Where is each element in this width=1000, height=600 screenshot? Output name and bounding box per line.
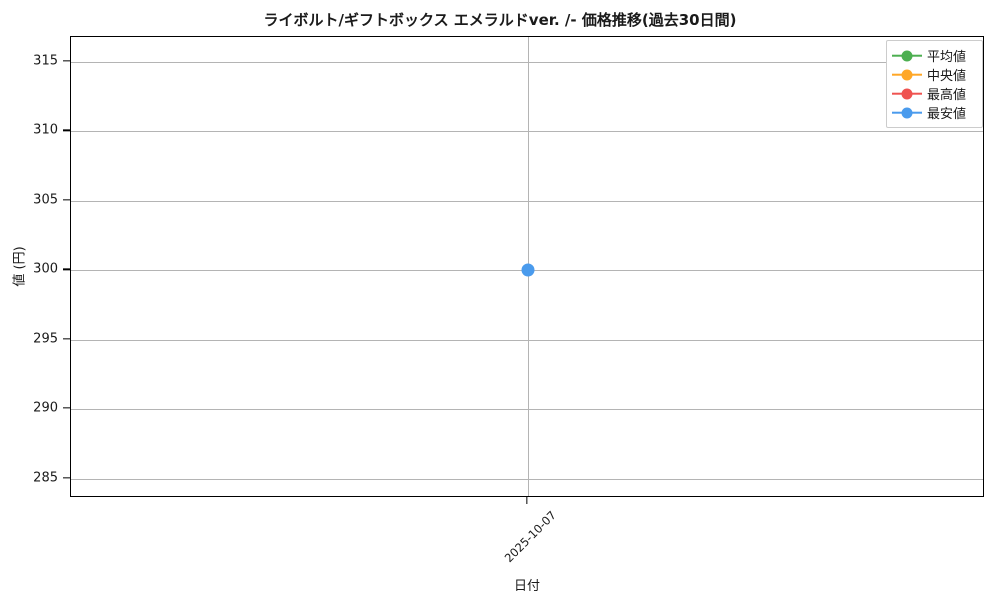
legend-marker-icon bbox=[892, 107, 922, 119]
legend-item-2[interactable]: 最高値 bbox=[892, 84, 976, 103]
plot-area bbox=[70, 36, 984, 497]
y-axis-tick-label: 295 bbox=[33, 331, 58, 347]
y-axis-tick-mark bbox=[63, 268, 70, 270]
legend-item-label: 平均値 bbox=[927, 50, 967, 65]
y-gridline bbox=[71, 478, 983, 480]
y-gridline bbox=[71, 339, 983, 341]
y-axis-tick-mark bbox=[63, 60, 70, 62]
plot-inner bbox=[71, 37, 983, 496]
y-gridline bbox=[71, 61, 983, 63]
y-axis-tick-label: 285 bbox=[33, 470, 58, 486]
legend-marker-icon bbox=[892, 88, 922, 100]
y-axis-tick-label: 300 bbox=[33, 261, 58, 277]
x-axis-tick-label: 2025-10-07 bbox=[501, 508, 559, 566]
y-axis-tick-mark bbox=[63, 407, 70, 409]
y-axis-tick-labels: 285 290 295 300 305 310 315 bbox=[0, 36, 58, 497]
y-axis-tick-label: 290 bbox=[33, 400, 58, 416]
y-axis-tick-label: 310 bbox=[33, 122, 58, 138]
y-axis-tick-label: 305 bbox=[33, 192, 58, 208]
y-axis-tick-label: 315 bbox=[33, 53, 58, 69]
y-gridline bbox=[71, 200, 983, 202]
y-axis-tick-mark bbox=[63, 129, 70, 132]
y-axis-tick-mark bbox=[63, 199, 70, 201]
legend-item-1[interactable]: 中央値 bbox=[892, 65, 976, 84]
legend-item-3[interactable]: 最安値 bbox=[892, 103, 976, 122]
chart-title: ライボルト/ギフトボックス エメラルドver. /- 価格推移(過去30日間) bbox=[263, 11, 737, 29]
legend-item-label: 最安値 bbox=[927, 107, 967, 122]
x-axis-label: 日付 bbox=[513, 579, 540, 594]
y-gridline bbox=[71, 409, 983, 411]
y-axis-tick-marks bbox=[0, 36, 70, 497]
chart-legend[interactable]: 平均値中央値最高値最安値 bbox=[886, 40, 983, 128]
legend-item-label: 中央値 bbox=[927, 69, 967, 84]
y-axis-tick-mark bbox=[63, 476, 70, 479]
y-axis-tick-mark bbox=[63, 338, 70, 340]
data-point-marker[interactable] bbox=[521, 263, 535, 277]
legend-marker-icon bbox=[892, 69, 922, 81]
legend-item-label: 最高値 bbox=[927, 88, 967, 103]
legend-item-0[interactable]: 平均値 bbox=[892, 46, 976, 65]
y-gridline bbox=[71, 131, 983, 133]
legend-marker-icon bbox=[892, 50, 922, 62]
x-axis-tick-mark bbox=[526, 497, 528, 504]
